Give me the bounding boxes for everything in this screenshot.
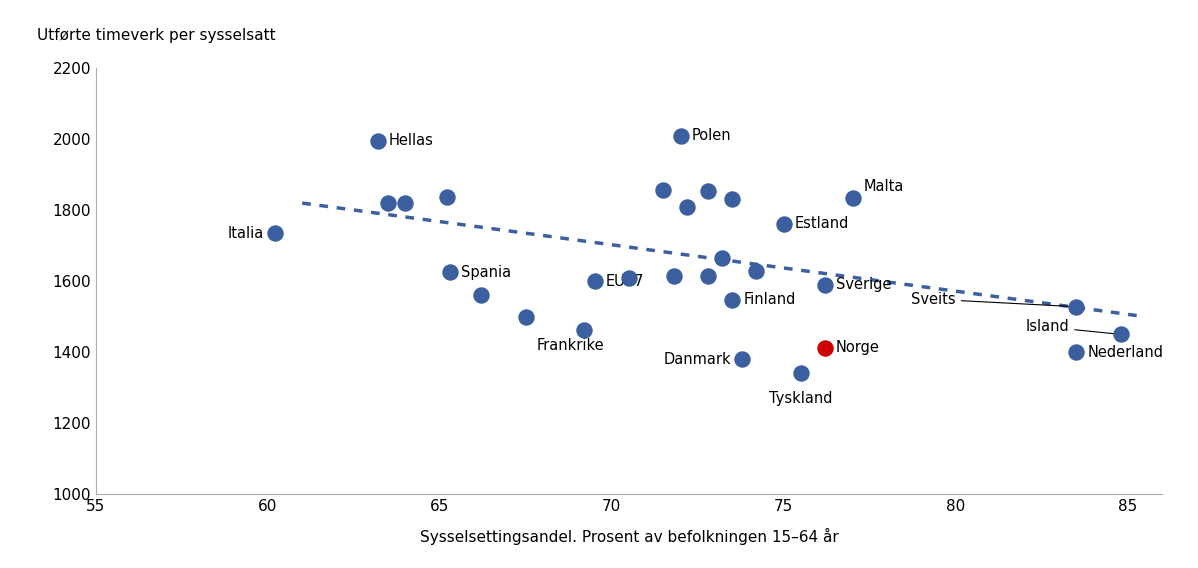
Point (733, 354, 752, 364)
Point (368, 136, 387, 145)
Point (664, 272, 683, 281)
Text: Spania: Spania (461, 265, 512, 280)
Point (437, 192, 456, 201)
Text: Sveits: Sveits (910, 292, 1073, 307)
Text: Frankrike: Frankrike (537, 337, 605, 353)
X-axis label: Sysselsettingsandel. Prosent av befolkningen 15–64 år: Sysselsettingsandel. Prosent av befolkni… (419, 528, 839, 545)
Point (585, 277, 604, 286)
Text: Hellas: Hellas (389, 133, 434, 148)
Point (816, 343, 835, 352)
Point (722, 295, 742, 304)
Text: Utførte timeverk per sysselsatt: Utførte timeverk per sysselsatt (37, 28, 276, 43)
Point (774, 219, 793, 228)
Point (575, 325, 594, 335)
Point (792, 369, 811, 378)
Point (379, 198, 398, 207)
Point (265, 229, 284, 238)
Point (678, 202, 697, 211)
Point (654, 185, 673, 194)
Text: Nederland: Nederland (1088, 345, 1163, 360)
Text: Polen: Polen (691, 128, 731, 143)
Text: Norge: Norge (836, 340, 881, 356)
Point (698, 272, 718, 281)
Text: Island: Island (1025, 319, 1118, 335)
Point (843, 193, 863, 202)
Point (1112, 330, 1131, 339)
Point (619, 274, 639, 283)
Point (816, 280, 835, 289)
Text: Finland: Finland (743, 292, 795, 307)
Point (1066, 302, 1085, 311)
Text: EU27: EU27 (606, 274, 645, 289)
Point (516, 313, 536, 322)
Text: Sverige: Sverige (836, 277, 891, 292)
Point (472, 290, 491, 299)
Text: Danmark: Danmark (664, 352, 731, 367)
Point (746, 266, 766, 275)
Point (722, 194, 742, 203)
Point (441, 268, 460, 277)
Text: Italia: Italia (228, 225, 264, 241)
Point (671, 131, 690, 140)
Point (1066, 348, 1085, 357)
Text: Tyskland: Tyskland (769, 391, 833, 406)
Point (395, 198, 415, 207)
Text: Malta: Malta (864, 179, 904, 194)
Point (713, 253, 732, 262)
Text: Estland: Estland (794, 216, 849, 231)
Point (698, 186, 718, 195)
